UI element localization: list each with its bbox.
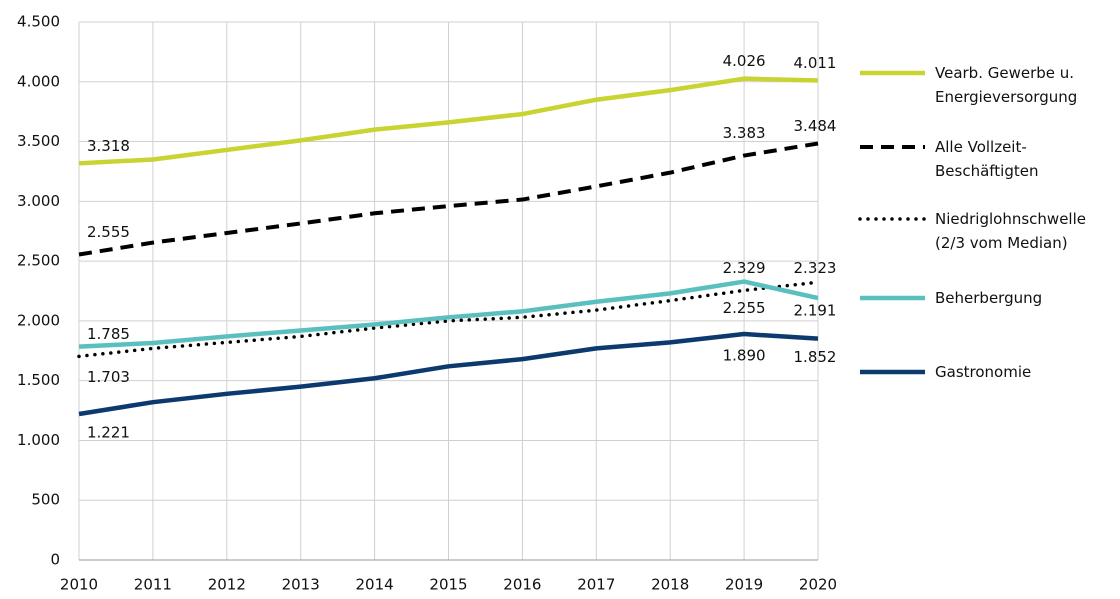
legend-label: Vearb. Gewerbe u. Energieversorgung [935, 64, 1078, 106]
x-tick-label: 2013 [282, 576, 320, 594]
data-label: 3.484 [794, 117, 837, 135]
legend-label: Gastronomie [935, 363, 1032, 381]
data-label: 3.383 [723, 124, 766, 142]
data-label: 1.852 [794, 348, 837, 366]
legend-label: Alle Vollzeit-Beschäftigten [935, 138, 1039, 180]
y-tick-label: 2.500 [17, 252, 60, 270]
x-tick-label: 2018 [651, 576, 689, 594]
x-tick-label: 2010 [60, 576, 98, 594]
y-tick-label: 1.000 [17, 431, 60, 449]
data-label: 2.323 [794, 259, 837, 277]
data-label: 2.255 [723, 299, 766, 317]
x-tick-label: 2019 [725, 576, 763, 594]
data-label: 1.221 [87, 424, 130, 442]
data-label: 2.329 [723, 259, 766, 277]
y-tick-label: 3.000 [17, 192, 60, 210]
x-tick-label: 2020 [799, 576, 837, 594]
x-tick-label: 2015 [429, 576, 467, 594]
x-tick-label: 2016 [503, 576, 541, 594]
y-tick-label: 3.500 [17, 132, 60, 150]
y-tick-label: 0 [50, 551, 60, 569]
x-tick-label: 2012 [208, 576, 246, 594]
series-line [78, 76, 819, 166]
x-tick-label: 2011 [134, 576, 172, 594]
y-tick-label: 1.500 [17, 371, 60, 389]
x-tick-label: 2014 [356, 576, 394, 594]
data-label: 2.191 [794, 302, 837, 320]
legend-label: Beherbergung [935, 289, 1043, 307]
y-tick-label: 500 [31, 491, 60, 509]
data-label: 4.026 [723, 52, 766, 70]
y-tick-label: 4.500 [17, 13, 60, 31]
legend-label: Niedriglohnschwelle (2/3 vom Median) [935, 210, 1086, 252]
data-label: 1.785 [87, 325, 130, 343]
data-label: 4.011 [794, 54, 837, 72]
data-label: 1.890 [723, 347, 766, 365]
x-tick-label: 2017 [577, 576, 615, 594]
series-line [78, 331, 819, 417]
data-label: 3.318 [87, 137, 130, 155]
y-tick-label: 2.000 [17, 311, 60, 329]
series-line [78, 279, 819, 349]
data-label: 1.703 [87, 368, 130, 386]
data-label: 2.555 [87, 223, 130, 241]
y-tick-label: 4.000 [17, 72, 60, 90]
